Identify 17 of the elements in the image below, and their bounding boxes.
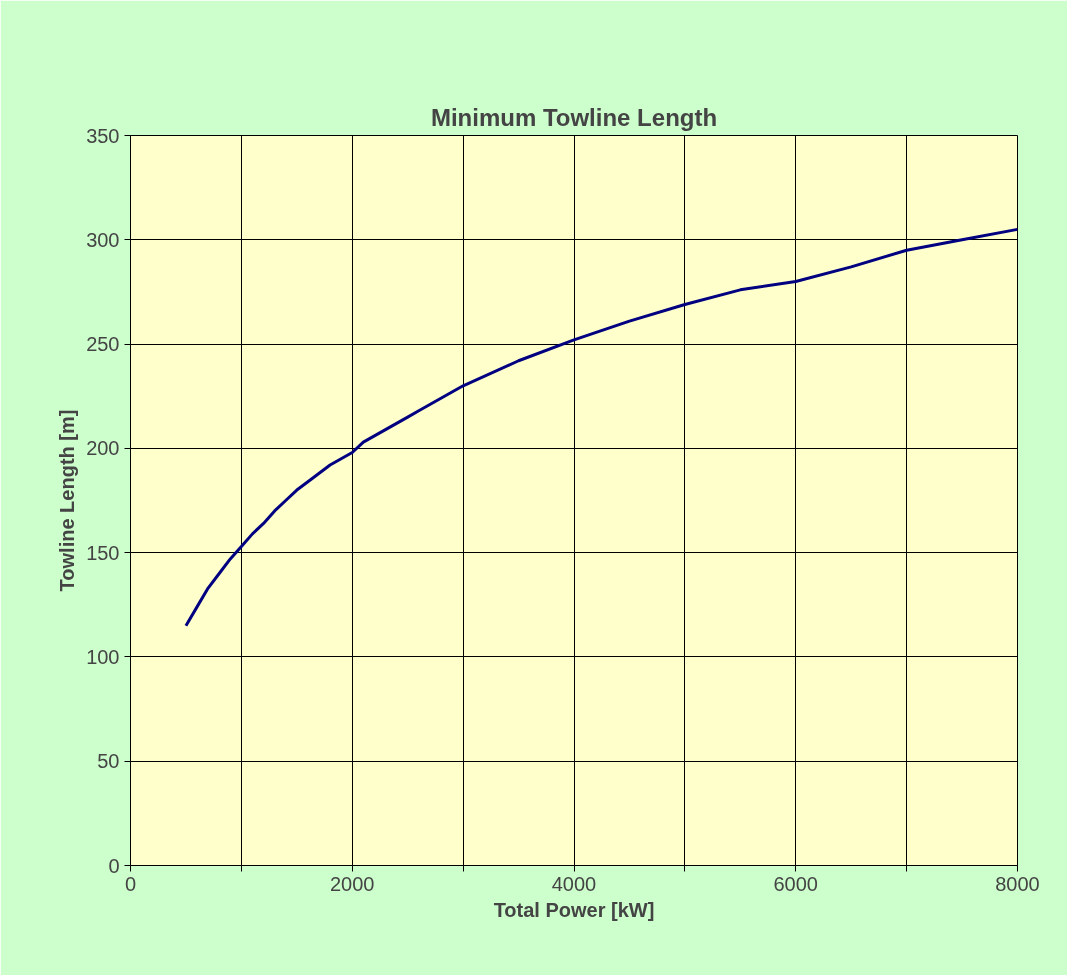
line-series	[184, 227, 1018, 628]
x-tick-label: 2000	[330, 872, 375, 895]
y-tick-label: 50	[97, 750, 120, 773]
x-tick-label: 6000	[773, 872, 818, 895]
y-axis-title: Towline Length [m]	[56, 409, 79, 592]
x-tick-label: 0	[124, 872, 137, 895]
y-tick-label: 350	[86, 124, 120, 147]
y-tick-label: 300	[86, 228, 120, 251]
y-tick-label: 200	[86, 437, 120, 460]
y-tick-label: 0	[108, 854, 120, 877]
y-tick-label: 100	[86, 645, 120, 668]
x-tick-label: 8000	[995, 872, 1040, 895]
chart-title: Minimum Towline Length	[430, 103, 718, 131]
y-tick-label: 250	[86, 333, 120, 356]
x-axis-title: Total Power [kW]	[493, 898, 655, 921]
y-tick-label: 150	[86, 541, 120, 564]
x-tick-label: 4000	[551, 872, 597, 895]
